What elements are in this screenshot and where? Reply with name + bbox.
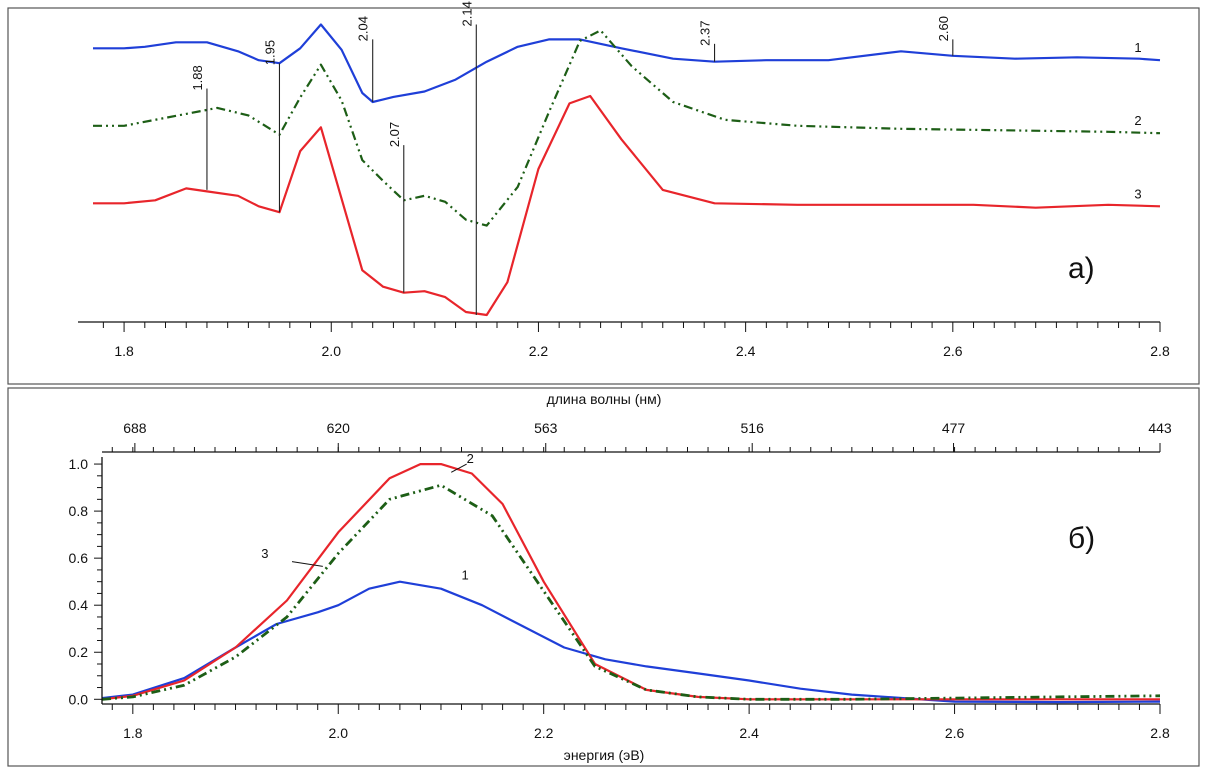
panel-a-x-tick-label: 2.0 [322,343,342,359]
panel-b: длина волны (нм) 0.0 0.2 0.4 0.6 0.8 1.0 1.8 2.… [7,387,1200,767]
panel-a-x-axis: 1.8 2.0 2.2 2.4 2.6 2.8 [78,321,1170,359]
panel-a-series-group [93,23,1161,317]
x-axis-title: энергия (эВ) [564,747,645,763]
panel-b-series-group [101,463,1161,704]
panel-b-y-tick-label: 1.0 [69,456,89,472]
marker-label-2.37: 2.37 [698,21,713,46]
marker-label-2.14: 2.14 [459,1,474,26]
panel-b-axes: 0.0 0.2 0.4 0.6 0.8 1.0 1.8 2.0 2.2 2.4 2.6 2.8 688 6… [69,420,1172,741]
panel-a-label: а) [1068,252,1095,285]
panel-b-top-tick-label: 620 [327,420,351,436]
panel-b-x-tick-label: 2.6 [945,725,965,741]
panel-b-x-tick-label: 2.8 [1150,725,1170,741]
panel-b-frame [7,387,1200,767]
marker-label-1.88: 1.88 [190,65,205,90]
top-axis-title: длина волны (нм) [547,391,662,407]
panel-a-series-3-line [93,94,1161,317]
panel-b-y-tick-label: 0.4 [69,597,89,613]
panel-b-x-tick-label: 1.8 [123,725,143,741]
panel-b-top-tick-label: 443 [1148,420,1172,436]
panel-b-x-tick-label: 2.2 [534,725,554,741]
panel-a-markers-group: 1.88 1.95 2.04 2.07 2.14 2.37 2.60 [190,1,954,316]
panel-a-x-tick-label: 2.6 [943,343,963,359]
panel-b-series-3-leader [291,561,323,567]
panel-b-series-2-label: 2 [467,451,474,466]
panel-b-series-2-line [101,483,1161,701]
marker-label-2.07: 2.07 [387,122,402,147]
panel-b-series-labels: 1 2 3 [261,451,474,583]
panel-b-series-3-label: 3 [261,546,268,561]
panel-b-y-tick-label: 0.6 [69,550,89,566]
panel-a-series-2-line [93,29,1161,227]
panel-a: 1.88 1.95 2.04 2.07 2.14 2.37 2.60 1.8 2.0 2.2 2.… [7,1,1200,385]
panel-b-top-tick-label: 688 [123,420,147,436]
panel-b-series-1-label: 1 [462,568,469,583]
panel-a-x-tick-label: 2.2 [529,343,549,359]
panel-b-series-2-leader [451,463,467,473]
panel-a-series-3-label: 3 [1134,186,1141,201]
panel-b-y-tick-label: 0.2 [69,644,89,660]
marker-label-2.04: 2.04 [356,16,371,41]
panel-b-series-1-line [101,580,1161,704]
panel-b-top-tick-label: 563 [534,420,558,436]
panel-a-series-2-label: 2 [1134,113,1141,128]
panel-b-y-tick-label: 0.8 [69,503,89,519]
panel-b-y-tick-label: 0.0 [69,691,89,707]
panel-a-x-tick-label: 1.8 [114,343,134,359]
panel-b-x-tick-label: 2.0 [329,725,349,741]
marker-label-1.95: 1.95 [262,40,277,65]
marker-label-2.60: 2.60 [936,16,951,41]
panel-b-top-tick-label: 477 [942,420,966,436]
panel-a-x-tick-label: 2.8 [1150,343,1170,359]
panel-b-x-tick-label: 2.4 [739,725,759,741]
panel-a-x-tick-label: 2.4 [736,343,756,359]
panel-a-series-1-label: 1 [1134,40,1141,55]
panel-b-label: б) [1068,522,1095,555]
panel-a-series-labels: 1 2 3 [1134,40,1141,201]
panel-a-series-1-line [93,23,1161,104]
panel-a-frame [7,7,1200,385]
panel-b-top-tick-label: 516 [741,420,765,436]
